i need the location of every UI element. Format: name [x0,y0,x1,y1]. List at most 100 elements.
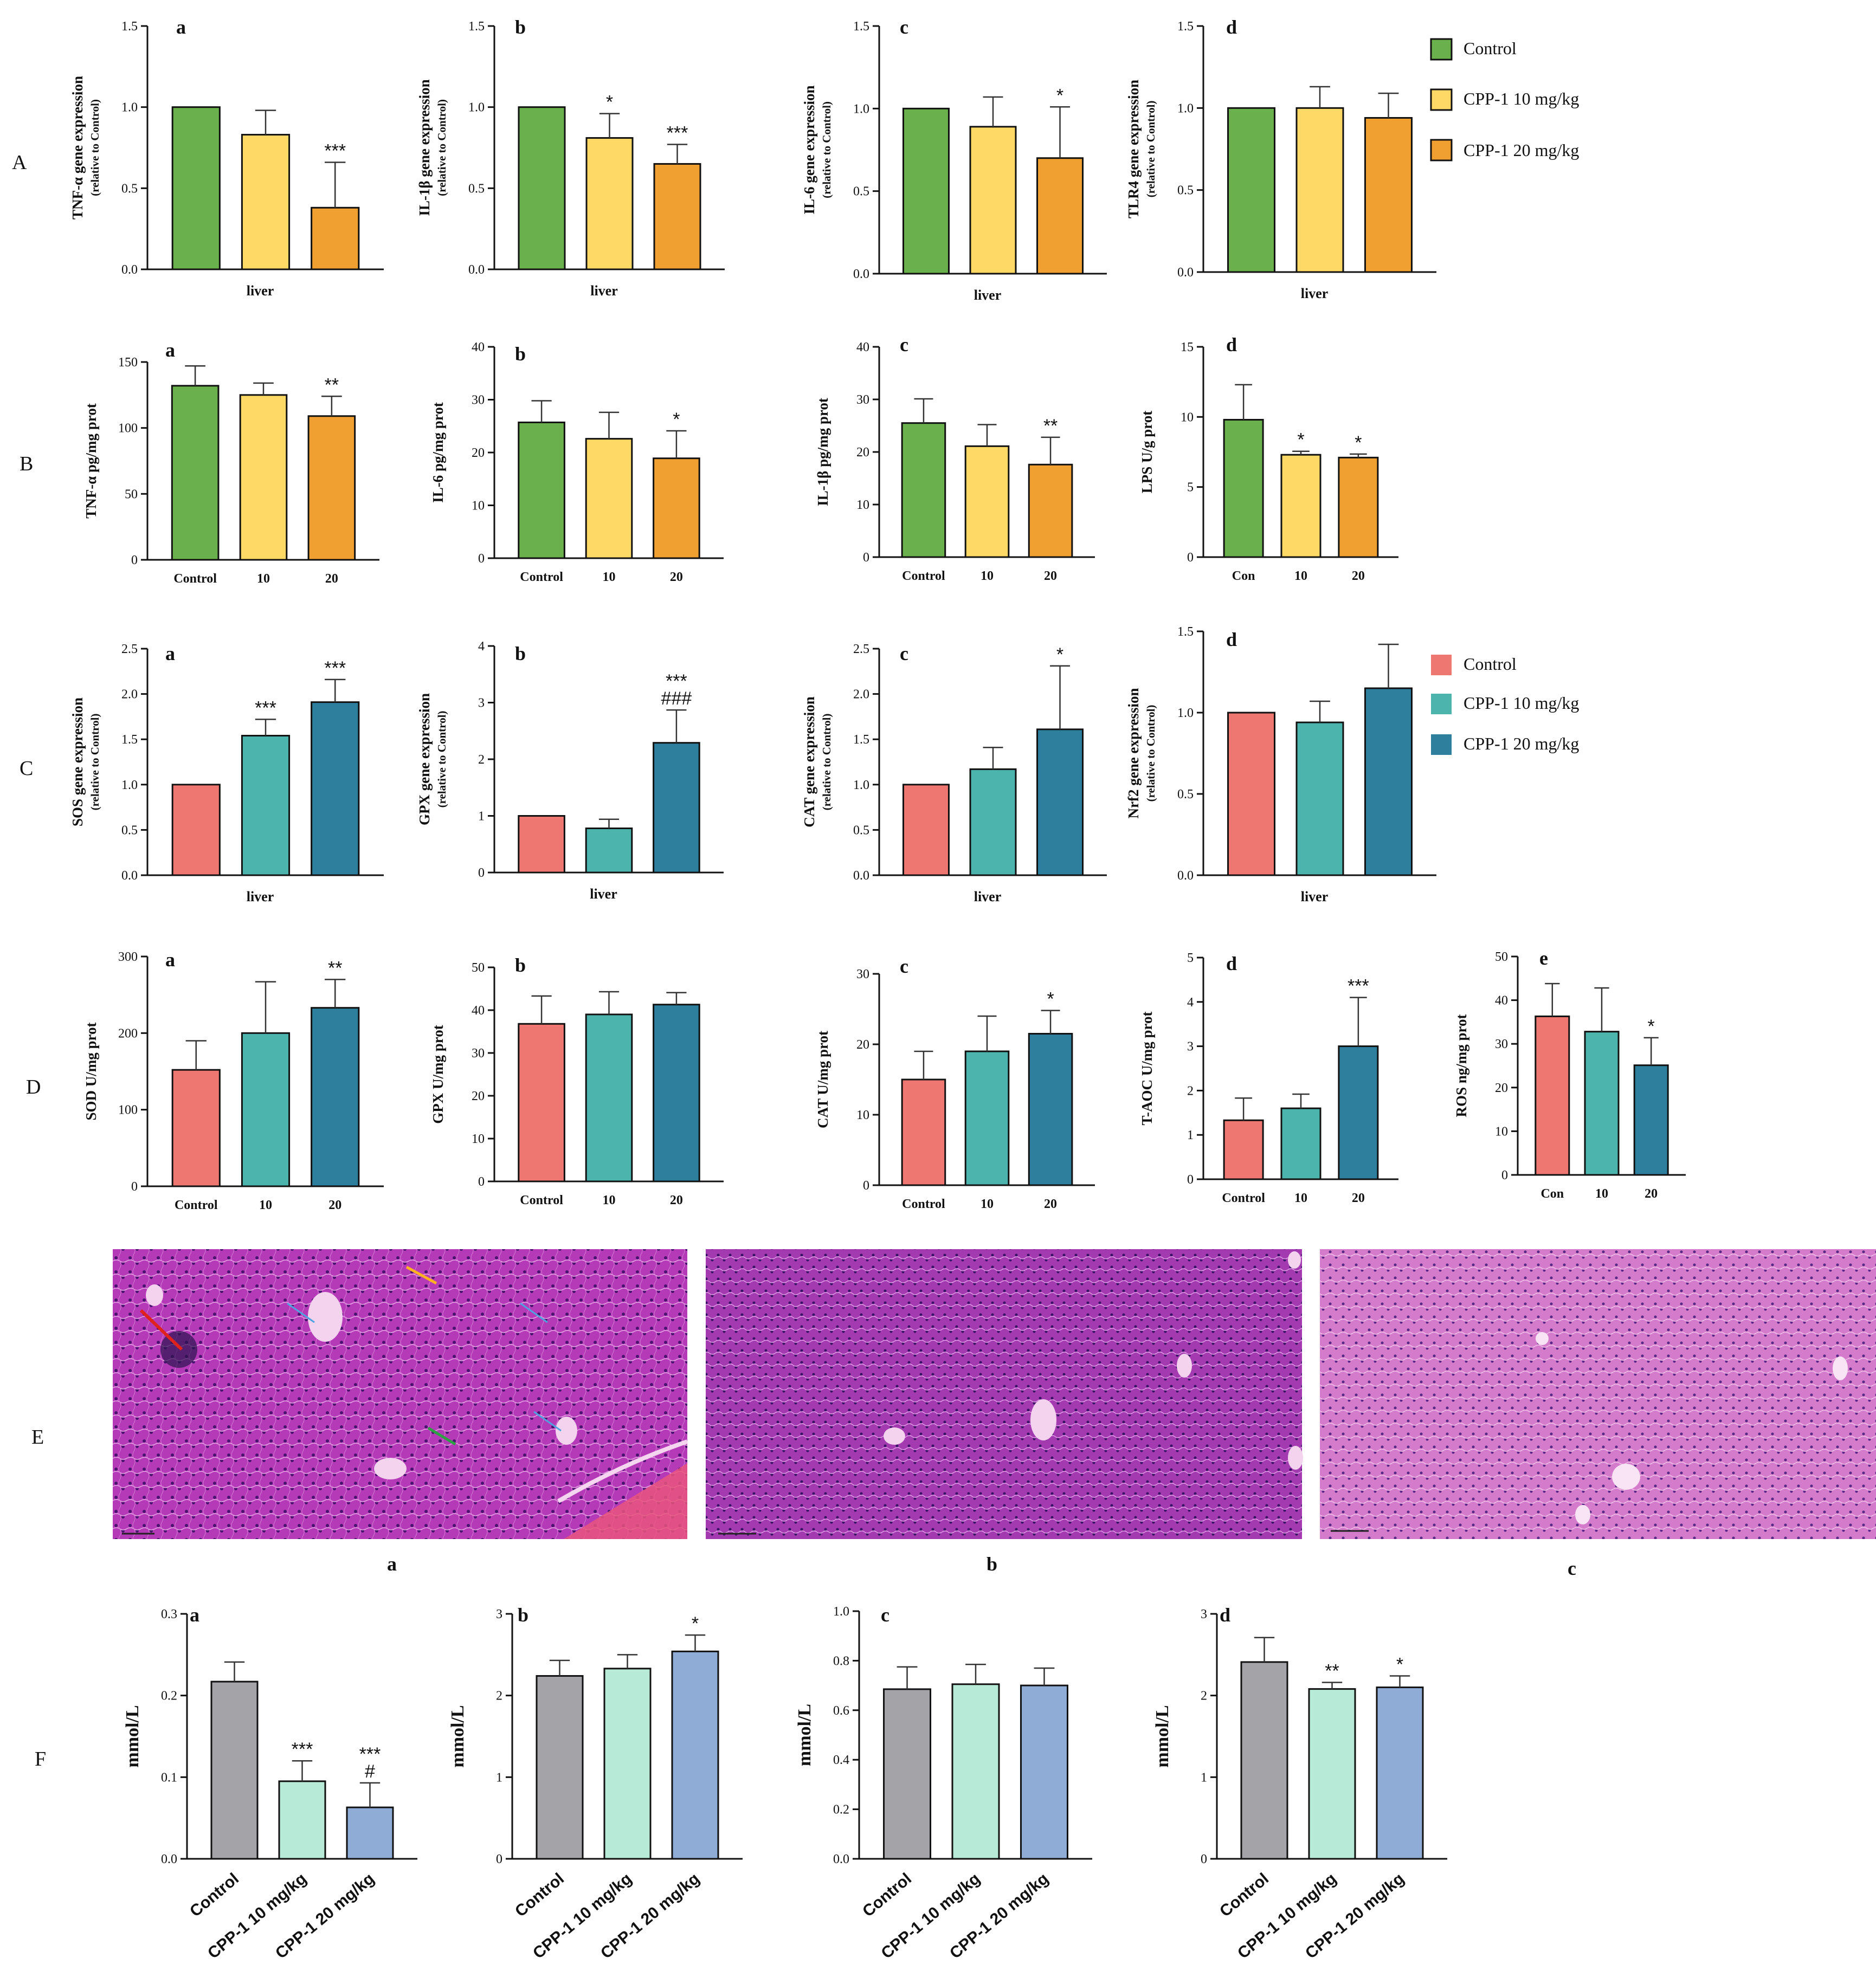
y-tick-label: 3 [478,696,485,710]
y-tick-label: 0.1 [161,1770,177,1785]
bar [1036,728,1084,876]
bar [1240,1661,1288,1860]
y-axis-label-sub: (relative to Control) [1144,101,1157,198]
bar [1280,454,1321,558]
row-label-D: D [26,1076,41,1098]
y-axis-label: GPX U/mg prot [430,1025,446,1124]
bar [901,1078,946,1186]
y-tick-label: 0 [863,1179,869,1193]
bar [585,438,633,559]
significance-marker: *** [324,140,346,161]
y-axis-label: IL-1β pg/mg prot [815,398,831,506]
y-tick-label: 40 [472,340,485,354]
bar [1364,117,1413,273]
significance-marker: * [1056,644,1063,665]
y-tick-label: 30 [856,967,869,981]
legend-swatch-20 [1430,139,1453,161]
y-tick-label: 0.0 [1177,266,1194,280]
significance-marker: ** [328,958,342,978]
y-axis-label: IL-6 pg/mg prot [430,402,446,503]
panel-letter: b [515,343,526,365]
row-label-F: F [35,1748,46,1770]
y-axis-label-sub: (relative to Control) [820,101,833,198]
y-tick-label: 0 [478,866,485,880]
panel-letter: a [165,949,175,971]
chart-c-b: 0 1 2 3 4 b GPX gene expression (relative to Co… [416,639,724,902]
y-tick-label: 150 [118,356,138,370]
significance-marker: * [606,92,613,113]
panel-letter: d [1226,629,1237,650]
y-tick-label: 1.5 [1177,625,1194,639]
y-tick-label: 40 [1495,994,1508,1008]
y-tick-label: 20 [472,1089,485,1103]
bar [311,701,360,876]
significance-marker: *** [292,1739,313,1760]
bar [1295,721,1344,876]
y-tick-label: 0 [496,1852,502,1866]
histology-label-c: c [1568,1558,1576,1579]
y-axis-label: CAT gene expression [801,696,817,828]
legend-swatch-control [1431,655,1452,675]
y-tick-label: 1.0 [468,101,485,115]
chart-a-d: 0.0 0.5 1.0 1.5 d TLR4 gene expression (relati… [1125,16,1436,301]
panel-letter: d [1226,334,1237,356]
y-tick-label: 2.5 [853,642,869,656]
x-tick-label: 20 [670,1193,683,1207]
bar [1295,107,1344,273]
bar [1227,107,1276,273]
y-axis-label: mmol/L [448,1705,468,1767]
bar [210,1681,259,1860]
x-tick-label: 10 [981,1197,994,1211]
x-tick-label: Con [1232,569,1255,583]
y-tick-label: 0 [478,552,485,566]
y-tick-label: 1 [496,1770,502,1785]
histology-label-a: a [387,1553,397,1575]
y-axis-label-sub: (relative to Control) [88,714,101,811]
bar [311,1007,360,1187]
y-tick-label: 40 [472,1004,485,1018]
y-tick-label: 10 [1181,410,1194,424]
legend-label-control: Control [1464,654,1517,674]
bar [518,421,565,559]
significance-marker: ** [325,374,339,395]
y-tick-label: 1.0 [121,101,138,115]
y-tick-label: 0.2 [161,1689,177,1703]
x-axis-label: liver [247,283,274,299]
y-tick-label: 0 [478,1175,485,1189]
x-axis-label: liver [590,283,618,299]
bar [1633,1064,1669,1176]
y-tick-label: 0.0 [833,1852,849,1866]
bar [1584,1031,1620,1176]
y-tick-label: 0 [1187,551,1194,565]
chart-b-d: 0 5 10 15 d LPS U/g prot Con * 10 * 20 [1139,334,1398,583]
x-tick-label: 10 [1294,569,1307,583]
significance-marker: *** [666,671,687,692]
x-axis-label: liver [590,886,617,902]
x-tick-label: 20 [670,570,683,584]
chart-d-d: 0 1 2 3 4 5 d T-AOC U/mg prot Control 10 *** 20 [1139,951,1398,1205]
y-axis-label: TNF-α pg/mg prot [83,403,99,519]
chart-d-c: 0 10 20 30 c CAT U/mg prot Control 10 * 20 [815,955,1095,1211]
x-tick-label: 20 [1044,1197,1057,1211]
legend-treatment-red-teal: Control CPP-1 10 mg/kg CPP-1 20 mg/kg [1431,654,1579,755]
significance-marker: *** [1348,976,1369,997]
bar [171,784,221,876]
y-tick-label: 3 [1201,1607,1207,1621]
bar [1535,1015,1570,1176]
x-tick-label: 20 [1352,1191,1365,1205]
x-tick-label: 10 [603,1193,616,1207]
bar [171,106,221,270]
y-tick-label: 2.5 [121,642,138,656]
panel-letter: a [165,643,175,664]
significance-marker: ### [661,688,692,709]
x-tick-label: Control [186,1870,242,1921]
bar [1036,157,1084,275]
x-axis-label: liver [974,889,1002,904]
significance-marker: * [1047,989,1054,1010]
y-tick-label: 0.6 [833,1704,849,1718]
x-axis-label: liver [1301,889,1329,904]
x-tick-label: Control [902,1197,945,1211]
y-tick-label: 0.2 [833,1803,849,1817]
chart-c-d: 0.0 0.5 1.0 1.5 d Nrf2 gene expression (relati… [1125,625,1436,904]
